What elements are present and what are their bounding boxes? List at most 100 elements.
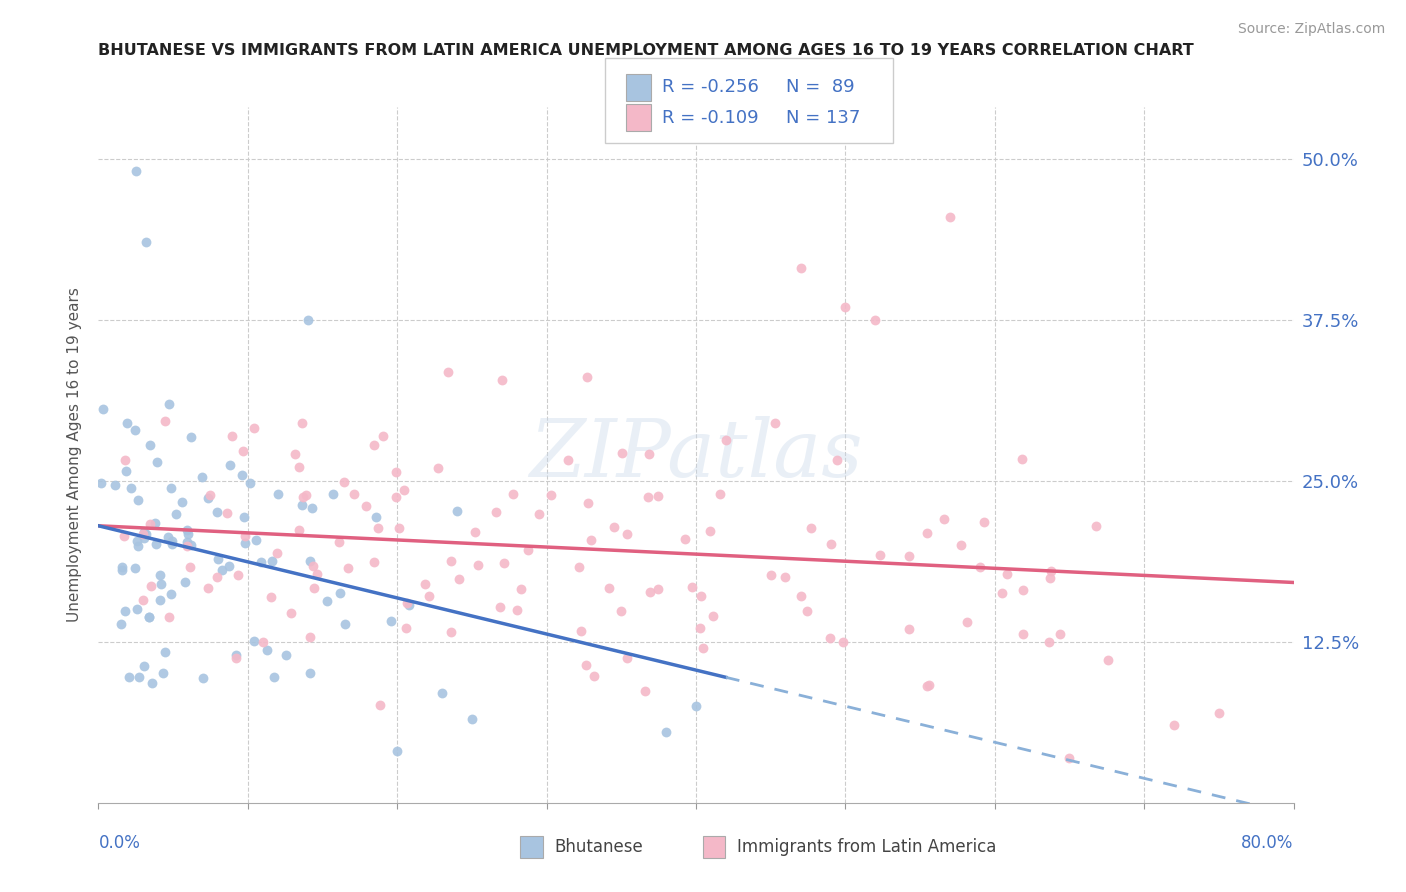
Point (506, 602, 529, 616)
Point (262, 554, 284, 568)
Point (576, 370, 599, 384)
Point (90, 475, 112, 490)
Point (91, 401, 114, 416)
Point (489, 599, 512, 614)
Point (304, 581, 326, 595)
Point (115, 464, 138, 478)
Point (149, 568, 172, 582)
Point (225, 648, 247, 662)
Point (112, 528, 135, 542)
Point (825, 453, 848, 467)
Point (702, 608, 724, 623)
Point (233, 536, 256, 550)
Point (138, 610, 160, 624)
Point (789, 589, 811, 603)
Point (141, 579, 163, 593)
Point (335, 616, 357, 631)
Point (287, 460, 309, 475)
Point (231, 468, 253, 483)
Point (127, 539, 149, 553)
Point (681, 581, 703, 595)
Point (104, 477, 127, 491)
Point (135, 527, 157, 541)
Point (761, 568, 783, 582)
Point (1039, 564, 1062, 578)
Text: Source: ZipAtlas.com: Source: ZipAtlas.com (1237, 22, 1385, 37)
Point (267, 486, 290, 500)
Point (343, 487, 366, 501)
Point (172, 494, 194, 508)
Point (219, 458, 242, 472)
Point (249, 555, 271, 569)
Point (298, 666, 321, 681)
Text: R = -0.256: R = -0.256 (662, 78, 759, 96)
Point (603, 520, 626, 534)
Point (245, 533, 267, 547)
Point (516, 543, 538, 558)
Point (800, 521, 823, 535)
Point (373, 429, 395, 443)
Point (124, 560, 146, 574)
Point (252, 635, 274, 649)
Point (467, 558, 489, 572)
Point (131, 593, 153, 607)
Point (291, 499, 314, 513)
Point (292, 491, 315, 505)
Point (616, 526, 638, 541)
Point (446, 503, 468, 517)
Point (598, 581, 620, 595)
Point (637, 491, 659, 505)
Point (176, 535, 198, 549)
Text: R = -0.109: R = -0.109 (662, 109, 759, 127)
Point (288, 523, 311, 537)
Point (502, 487, 524, 501)
Point (256, 643, 278, 657)
Point (120, 481, 142, 495)
Point (956, 615, 979, 629)
Point (392, 483, 415, 497)
Point (370, 698, 392, 712)
Point (1049, 627, 1071, 641)
Point (221, 428, 243, 442)
Point (291, 416, 314, 430)
Point (915, 526, 938, 541)
Point (125, 533, 148, 548)
Point (242, 634, 264, 648)
Point (973, 515, 995, 529)
Point (426, 460, 449, 475)
Point (280, 606, 302, 620)
Point (111, 563, 134, 577)
Point (205, 570, 228, 584)
Point (685, 699, 707, 714)
Point (157, 397, 180, 411)
Point (217, 506, 239, 520)
Point (191, 671, 214, 685)
Point (125, 601, 148, 615)
Point (141, 676, 163, 690)
Point (1059, 750, 1081, 764)
Point (337, 561, 360, 575)
Point (132, 658, 155, 673)
Point (191, 470, 214, 484)
Point (789, 261, 811, 276)
Point (149, 593, 172, 607)
Point (127, 492, 149, 507)
Point (176, 539, 198, 553)
Text: Immigrants from Latin America: Immigrants from Latin America (737, 838, 995, 856)
Point (173, 574, 195, 589)
Point (200, 487, 222, 501)
Point (165, 507, 187, 521)
Point (831, 635, 853, 649)
Text: N =  89: N = 89 (786, 78, 855, 96)
Point (197, 491, 219, 506)
Point (949, 538, 972, 552)
Point (796, 604, 818, 618)
Point (395, 596, 418, 610)
Point (225, 650, 247, 665)
Text: N = 137: N = 137 (786, 109, 860, 127)
Point (775, 570, 797, 584)
Point (160, 587, 183, 601)
Point (991, 586, 1014, 600)
Point (1208, 706, 1230, 720)
Point (239, 476, 262, 491)
